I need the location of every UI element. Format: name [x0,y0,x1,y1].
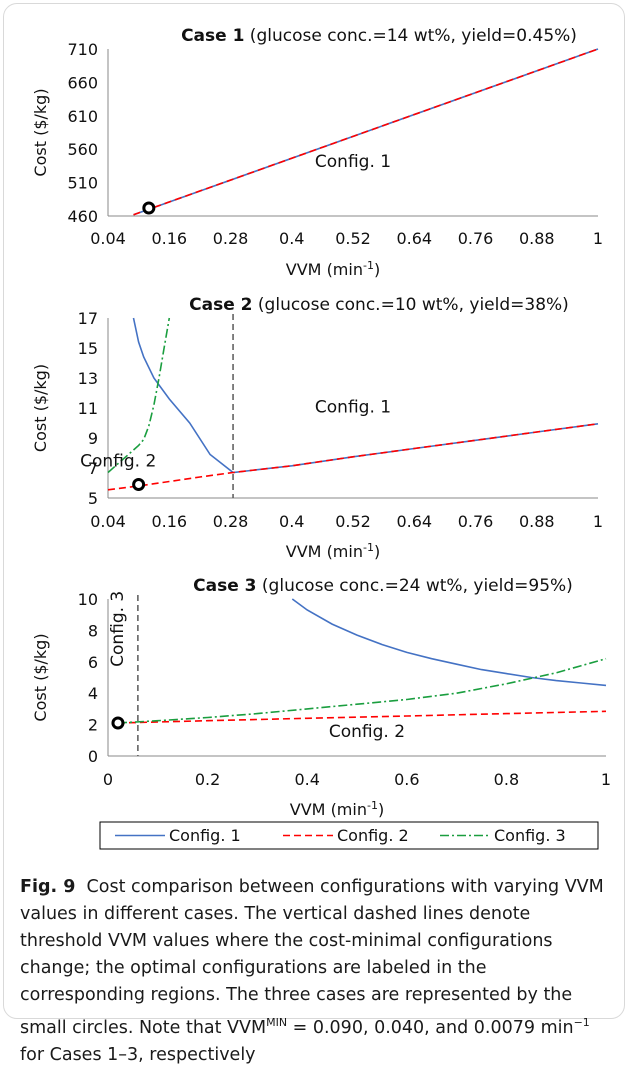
y-tick-label: 10 [78,590,98,609]
series-config-3-line [107,317,171,474]
region-label: Config. 1 [315,398,391,418]
x-tick-label: 1 [601,770,611,789]
y-tick-label: 9 [88,429,98,448]
chart-title: Case 3 (glucose conc.=24 wt%, yield=95%) [193,576,573,596]
x-tick-label: 0.52 [335,512,371,531]
y-tick-label: 13 [78,369,98,388]
figure-svg: Case 1 (glucose conc.=14 wt%, yield=0.45… [31,26,611,850]
caption-text-3: for Cases 1–3, respectively [20,1044,256,1065]
chart-title-case: Case 3 [193,576,256,596]
case-point-marker [111,716,125,730]
x-tick-label: 0.76 [458,512,494,531]
legend-label: Config. 3 [494,826,566,845]
y-tick-label: 460 [67,207,98,226]
y-tick-label: 0 [88,747,98,766]
x-tick-label: 0.64 [396,512,432,531]
figure-caption: Fig. 9 Cost comparison between configura… [20,874,616,1069]
x-tick-label: 0.4 [279,229,304,248]
x-tick-label: 0.64 [396,229,432,248]
x-tick-label: 0.2 [195,770,220,789]
legend-label: Config. 1 [169,826,241,845]
chart-title-detail: (glucose conc.=24 wt%, yield=95%) [257,576,573,596]
caption-text: Cost comparison between configurations w… [20,877,604,1038]
figure-frame [3,3,625,1019]
x-tick-label: 0.8 [494,770,519,789]
y-tick-label: 2 [88,716,98,735]
x-tick-label: 1 [593,512,603,531]
y-tick-label: 11 [78,399,98,418]
chart-title-case: Case 1 [181,26,244,46]
y-tick-label: 17 [78,309,98,328]
chart-title: Case 1 (glucose conc.=14 wt%, yield=0.45… [181,26,577,46]
region-label: Config. 1 [315,152,391,172]
caption-text-2: = 0.090, 0.040, and 0.0079 min [287,1017,574,1038]
y-tick-label: 560 [67,140,98,159]
x-tick-label: 0.04 [90,229,126,248]
x-axis-label: VVM (min-1) [290,799,384,819]
y-axis-label: Cost ($/kg) [31,633,50,721]
x-tick-label: 0.4 [279,512,304,531]
x-axis-label: VVM (min-1) [286,259,380,279]
chart-legend: Config. 1 Config. 2 Config. 3 [99,821,599,850]
case-point-marker [132,478,146,491]
chart-title-detail: (glucose conc.=10 wt%, yield=38%) [253,295,569,315]
x-tick-label: 0.88 [519,229,555,248]
chart-title: Case 2 (glucose conc.=10 wt%, yield=38%) [189,295,569,315]
caption-label: Fig. 9 [20,877,76,897]
chart-panel-case-2: Case 2 (glucose conc.=10 wt%, yield=38%)… [31,295,603,561]
y-axis-label: Cost ($/kg) [31,364,50,452]
y-tick-label: 710 [67,40,98,59]
y-tick-label: 660 [67,73,98,92]
y-tick-label: 7 [88,459,98,478]
y-tick-label: 4 [88,684,98,703]
region-label: Config. 2 [80,452,156,472]
x-tick-label: 0.04 [90,512,126,531]
region-label: Config. 3 [108,591,128,667]
x-tick-label: 0.52 [335,229,371,248]
x-tick-label: 0.4 [294,770,319,789]
series-config-2-line [107,423,599,491]
series-config-1-line [291,598,607,687]
series-config-2-line [133,48,599,216]
legend-box [99,821,599,850]
legend-label: Config. 2 [337,826,409,845]
y-tick-label: 8 [88,621,98,640]
chart-title-case: Case 2 [189,295,252,315]
y-tick-label: 510 [67,174,98,193]
series-config-3-line [117,657,607,724]
y-axis-label: Cost ($/kg) [31,88,50,176]
y-tick-label: 15 [78,339,98,358]
series-config-1-line [132,317,599,474]
x-tick-label: 0.6 [394,770,419,789]
x-tick-label: 0 [103,770,113,789]
region-label: Config. 2 [329,722,405,742]
x-tick-label: 0.28 [213,512,249,531]
x-tick-label: 0.16 [151,229,187,248]
y-tick-label: 5 [88,489,98,508]
y-tick-label: 610 [67,107,98,126]
x-tick-label: 0.88 [519,512,555,531]
x-tick-label: 1 [593,229,603,248]
x-tick-label: 0.16 [151,512,187,531]
x-tick-label: 0.76 [458,229,494,248]
chart-panel-case-1: Case 1 (glucose conc.=14 wt%, yield=0.45… [31,26,603,279]
chart-panel-case-3: Case 3 (glucose conc.=24 wt%, yield=95%)… [31,576,611,819]
x-axis-label: VVM (min-1) [286,541,380,561]
case-point-marker [142,201,156,215]
y-tick-label: 6 [88,653,98,672]
chart-title-detail: (glucose conc.=14 wt%, yield=0.45%) [244,26,577,46]
x-tick-label: 0.28 [213,229,249,248]
